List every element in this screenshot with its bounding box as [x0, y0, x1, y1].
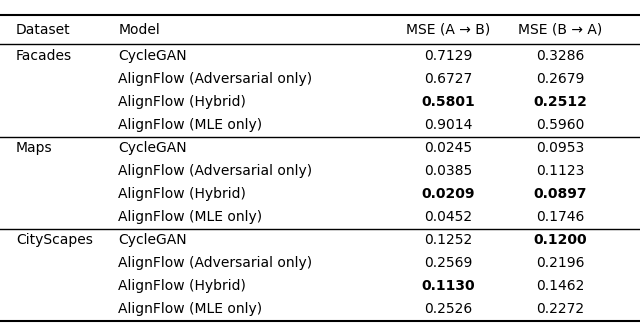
- Text: AlignFlow (Adversarial only): AlignFlow (Adversarial only): [118, 164, 312, 178]
- Text: 0.1123: 0.1123: [536, 164, 584, 178]
- Text: 0.2526: 0.2526: [424, 302, 472, 316]
- Text: 0.1200: 0.1200: [533, 233, 587, 247]
- Text: 0.0897: 0.0897: [533, 187, 587, 201]
- Text: Model: Model: [118, 23, 160, 37]
- Text: 0.1252: 0.1252: [424, 233, 472, 247]
- Text: 0.2272: 0.2272: [536, 302, 584, 316]
- Text: AlignFlow (Adversarial only): AlignFlow (Adversarial only): [118, 256, 312, 270]
- Text: 0.2569: 0.2569: [424, 256, 472, 270]
- Text: MSE (B → A): MSE (B → A): [518, 23, 603, 37]
- Text: CityScapes: CityScapes: [16, 233, 93, 247]
- Text: 0.5801: 0.5801: [421, 95, 475, 109]
- Text: AlignFlow (MLE only): AlignFlow (MLE only): [118, 302, 262, 316]
- Text: 0.0953: 0.0953: [536, 141, 584, 155]
- Text: CycleGAN: CycleGAN: [118, 49, 187, 63]
- Text: CycleGAN: CycleGAN: [118, 233, 187, 247]
- Text: 0.6727: 0.6727: [424, 72, 472, 86]
- Text: AlignFlow (MLE only): AlignFlow (MLE only): [118, 210, 262, 224]
- Text: 0.1462: 0.1462: [536, 279, 584, 293]
- Text: 0.2196: 0.2196: [536, 256, 584, 270]
- Text: MSE (A → B): MSE (A → B): [406, 23, 491, 37]
- Text: 0.3286: 0.3286: [536, 49, 584, 63]
- Text: 0.1746: 0.1746: [536, 210, 584, 224]
- Text: 0.9014: 0.9014: [424, 118, 472, 132]
- Text: Facades: Facades: [16, 49, 72, 63]
- Text: 0.0452: 0.0452: [424, 210, 472, 224]
- Text: AlignFlow (Hybrid): AlignFlow (Hybrid): [118, 95, 246, 109]
- Text: AlignFlow (Adversarial only): AlignFlow (Adversarial only): [118, 72, 312, 86]
- Text: AlignFlow (Hybrid): AlignFlow (Hybrid): [118, 187, 246, 201]
- Text: 0.1130: 0.1130: [421, 279, 475, 293]
- Text: Dataset: Dataset: [16, 23, 70, 37]
- Text: Maps: Maps: [16, 141, 52, 155]
- Text: 0.2512: 0.2512: [533, 95, 587, 109]
- Text: 0.0245: 0.0245: [424, 141, 472, 155]
- Text: AlignFlow (MLE only): AlignFlow (MLE only): [118, 118, 262, 132]
- Text: 0.0385: 0.0385: [424, 164, 472, 178]
- Text: 0.2679: 0.2679: [536, 72, 584, 86]
- Text: 0.0209: 0.0209: [421, 187, 475, 201]
- Text: CycleGAN: CycleGAN: [118, 141, 187, 155]
- Text: 0.7129: 0.7129: [424, 49, 472, 63]
- Text: 0.5960: 0.5960: [536, 118, 584, 132]
- Text: AlignFlow (Hybrid): AlignFlow (Hybrid): [118, 279, 246, 293]
